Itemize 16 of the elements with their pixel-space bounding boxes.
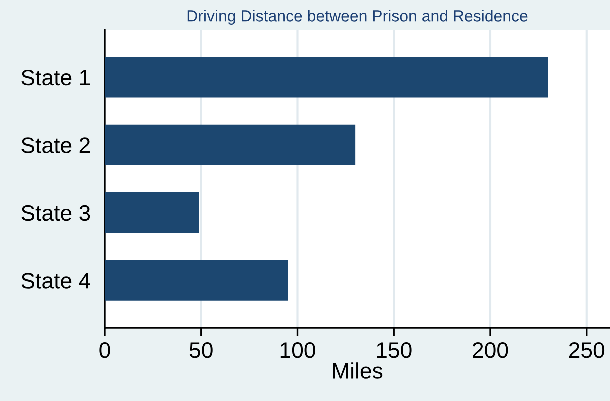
y-tick-label: State 4 [22, 273, 90, 289]
x-tick-label: 200 [473, 342, 508, 358]
x-tick-label: 100 [280, 342, 316, 358]
bar [105, 260, 288, 301]
x-tick-label: 0 [100, 342, 110, 358]
x-tick-label: 250 [569, 342, 605, 358]
x-tick-label: 50 [190, 342, 213, 358]
y-tick-label: State 1 [22, 70, 90, 86]
y-tick-label: State 2 [22, 138, 90, 154]
bar [105, 192, 200, 234]
x-axis-title: Miles [333, 362, 383, 379]
bar [105, 57, 548, 98]
x-tick-label: 150 [377, 342, 412, 358]
bar [105, 124, 356, 166]
y-tick-label: State 3 [22, 205, 90, 222]
chart-title: Driving Distance between Prison and Residence [188, 10, 528, 25]
